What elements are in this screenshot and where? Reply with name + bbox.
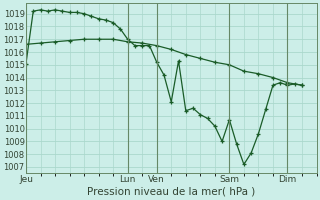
X-axis label: Pression niveau de la mer( hPa ): Pression niveau de la mer( hPa ) bbox=[87, 187, 255, 197]
